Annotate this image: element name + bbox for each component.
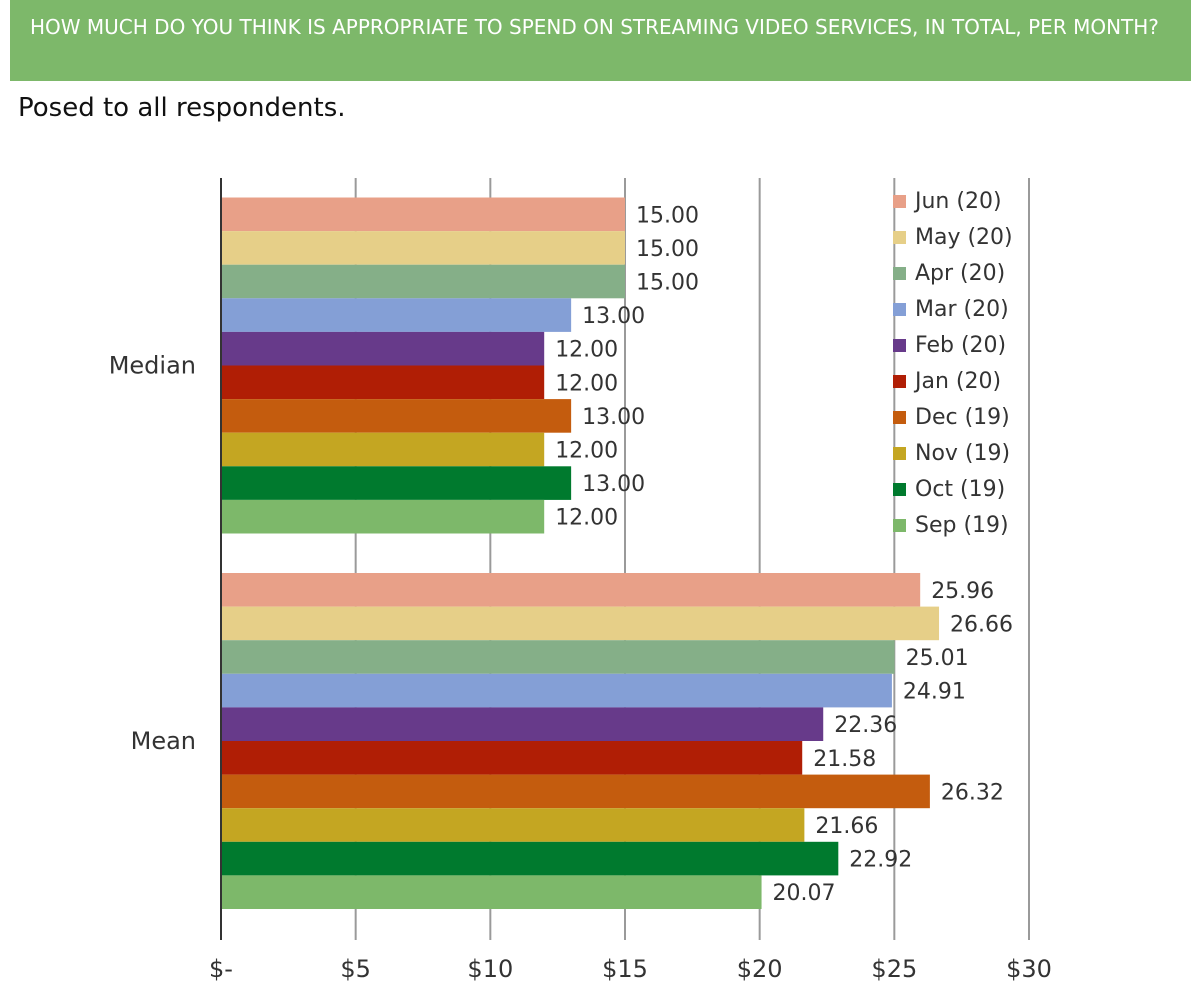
bar-mean-mar-20 bbox=[221, 673, 892, 708]
x-tick-label-30: $30 bbox=[1006, 955, 1052, 983]
legend-swatch-sep-19 bbox=[893, 519, 906, 532]
bar-median-sep-19 bbox=[221, 499, 545, 534]
bar-median-oct-19 bbox=[221, 466, 572, 500]
category-label-mean: Mean bbox=[131, 727, 196, 755]
legend-label-oct-19: Oct (19) bbox=[915, 477, 1005, 502]
legend-label-may-20: May (20) bbox=[915, 225, 1013, 250]
bar-mean-feb-20 bbox=[221, 707, 824, 741]
bar-median-dec-19 bbox=[221, 399, 572, 433]
legend-label-sep-19: Sep (19) bbox=[915, 513, 1009, 538]
data-label-median-sep-19: 12.00 bbox=[555, 506, 618, 531]
legend-label-jun-20: Jun (20) bbox=[913, 189, 1002, 214]
bar-median-may-20 bbox=[221, 231, 625, 265]
bar-median-apr-20 bbox=[221, 264, 625, 299]
legend-swatch-dec-19 bbox=[893, 411, 906, 424]
x-tick-label-5: $5 bbox=[340, 955, 371, 983]
legend-swatch-apr-20 bbox=[893, 267, 906, 280]
data-label-mean-jun-20: 25.96 bbox=[931, 579, 994, 604]
bar-mean-dec-19 bbox=[221, 774, 930, 809]
data-label-mean-mar-20: 24.91 bbox=[903, 680, 966, 705]
legend-label-nov-19: Nov (19) bbox=[915, 441, 1010, 466]
legend-swatch-jun-20 bbox=[893, 195, 906, 208]
legend-label-feb-20: Feb (20) bbox=[915, 333, 1006, 358]
legend-label-apr-20: Apr (20) bbox=[915, 261, 1005, 286]
bar-mean-apr-20 bbox=[221, 640, 895, 674]
data-label-mean-apr-20: 25.01 bbox=[906, 646, 969, 671]
bar-mean-oct-19 bbox=[221, 841, 839, 876]
data-label-mean-may-20: 26.66 bbox=[950, 612, 1013, 637]
legend-swatch-feb-20 bbox=[893, 339, 906, 352]
legend-swatch-nov-19 bbox=[893, 447, 906, 460]
data-label-mean-nov-19: 21.66 bbox=[815, 814, 878, 839]
legend-swatch-mar-20 bbox=[893, 303, 906, 316]
bar-median-jun-20 bbox=[221, 197, 625, 232]
data-label-mean-oct-19: 22.92 bbox=[849, 848, 912, 873]
bar-mean-jan-20 bbox=[221, 741, 803, 775]
bar-median-feb-20 bbox=[221, 331, 545, 366]
x-tick-label-10: $10 bbox=[467, 955, 513, 983]
bar-mean-nov-19 bbox=[221, 808, 805, 842]
data-label-median-may-20: 15.00 bbox=[636, 237, 699, 262]
chart-header: HOW MUCH DO YOU THINK IS APPROPRIATE TO … bbox=[10, 0, 1191, 81]
legend-swatch-oct-19 bbox=[893, 483, 906, 496]
x-tick-label-0: $- bbox=[209, 955, 233, 983]
data-label-mean-sep-19: 20.07 bbox=[773, 881, 836, 906]
bar-median-mar-20 bbox=[221, 298, 572, 332]
bar-median-nov-19 bbox=[221, 432, 545, 467]
legend-label-jan-20: Jan (20) bbox=[913, 369, 1001, 394]
legend-swatch-jan-20 bbox=[893, 375, 906, 388]
data-label-median-jun-20: 15.00 bbox=[636, 203, 699, 228]
bar-mean-jun-20 bbox=[221, 573, 921, 607]
data-label-median-nov-19: 12.00 bbox=[555, 439, 618, 464]
legend-swatch-may-20 bbox=[893, 231, 906, 244]
data-label-median-dec-19: 13.00 bbox=[582, 405, 645, 430]
legend-label-mar-20: Mar (20) bbox=[915, 297, 1009, 322]
legend-label-dec-19: Dec (19) bbox=[915, 405, 1010, 430]
chart-subtitle: Posed to all respondents. bbox=[18, 93, 346, 123]
data-label-mean-dec-19: 26.32 bbox=[941, 780, 1004, 805]
bar-mean-may-20 bbox=[221, 606, 940, 641]
data-label-median-mar-20: 13.00 bbox=[582, 304, 645, 329]
data-label-median-feb-20: 12.00 bbox=[555, 338, 618, 363]
x-tick-label-15: $15 bbox=[602, 955, 648, 983]
data-label-median-oct-19: 13.00 bbox=[582, 472, 645, 497]
x-tick-label-25: $25 bbox=[871, 955, 917, 983]
data-label-median-apr-20: 15.00 bbox=[636, 271, 699, 296]
data-label-mean-jan-20: 21.58 bbox=[813, 747, 876, 772]
data-label-mean-feb-20: 22.36 bbox=[834, 713, 897, 738]
category-label-median: Median bbox=[109, 352, 196, 380]
data-label-median-jan-20: 12.00 bbox=[555, 371, 618, 396]
x-tick-label-20: $20 bbox=[737, 955, 783, 983]
bar-mean-sep-19 bbox=[221, 875, 762, 909]
bar-median-jan-20 bbox=[221, 365, 545, 400]
chart-question-title: HOW MUCH DO YOU THINK IS APPROPRIATE TO … bbox=[30, 15, 1159, 39]
